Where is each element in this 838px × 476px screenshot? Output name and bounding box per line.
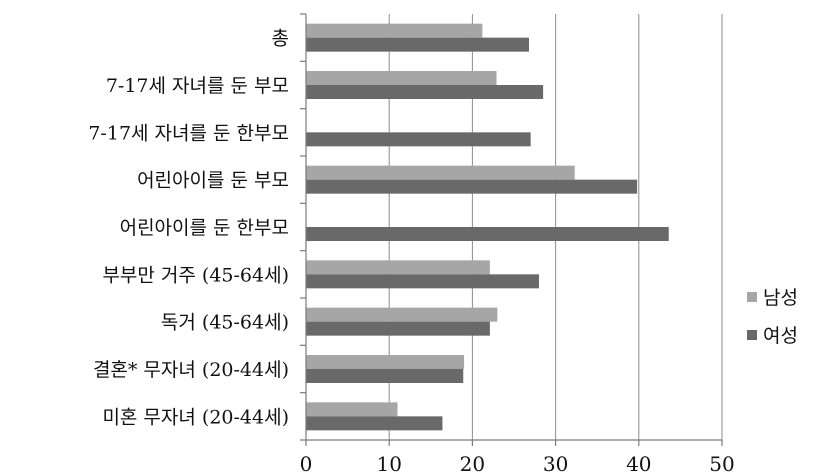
category-label: 미혼 무자녀 (20-44세) — [102, 406, 289, 428]
legend-swatch-male — [747, 292, 757, 302]
category-label: 총 — [272, 28, 289, 50]
bar-female — [306, 179, 638, 194]
bar-female — [306, 132, 531, 147]
bar-male — [306, 402, 398, 417]
bar-male — [306, 71, 497, 85]
category-label: 7-17세 자녀를 둔 부모 — [106, 75, 289, 97]
x-tick-label: 50 — [709, 452, 734, 476]
category-label: 결혼* 무자녀 (20-44세) — [93, 359, 289, 381]
bar-female — [306, 369, 464, 383]
category-label: 독거 (45-64세) — [161, 312, 289, 334]
bar-female — [306, 227, 669, 241]
legend: 남성 여성 — [747, 287, 798, 347]
bar-female — [306, 37, 529, 52]
bar-female — [306, 416, 443, 431]
legend-label-male: 남성 — [763, 287, 798, 309]
x-tick-label: 30 — [543, 452, 568, 476]
bar-female — [306, 85, 544, 99]
bar-male — [306, 23, 483, 38]
category-label: 부부만 거주 (45-64세) — [102, 264, 289, 286]
bar-male — [306, 260, 490, 275]
category-label: 어린아이를 둔 한부모 — [120, 217, 289, 239]
category-label: 어린아이를 둔 부모 — [137, 170, 289, 192]
legend-label-female: 여성 — [763, 325, 798, 347]
bar-male — [306, 355, 465, 369]
bar-male — [306, 165, 575, 180]
x-tick-label: 10 — [376, 452, 401, 476]
x-tick-label: 40 — [626, 452, 651, 476]
legend-swatch-female — [747, 330, 757, 340]
x-tick-label: 20 — [460, 452, 485, 476]
bar-female — [306, 321, 490, 336]
bar-female — [306, 274, 539, 289]
bars — [306, 23, 669, 431]
bar-male — [306, 307, 498, 322]
axes — [305, 14, 722, 441]
x-tick-label: 0 — [300, 452, 313, 476]
x-tick-labels: 0 10 20 30 40 50 — [300, 13, 735, 476]
category-label: 7-17세 자녀를 둔 한부모 — [88, 122, 289, 144]
